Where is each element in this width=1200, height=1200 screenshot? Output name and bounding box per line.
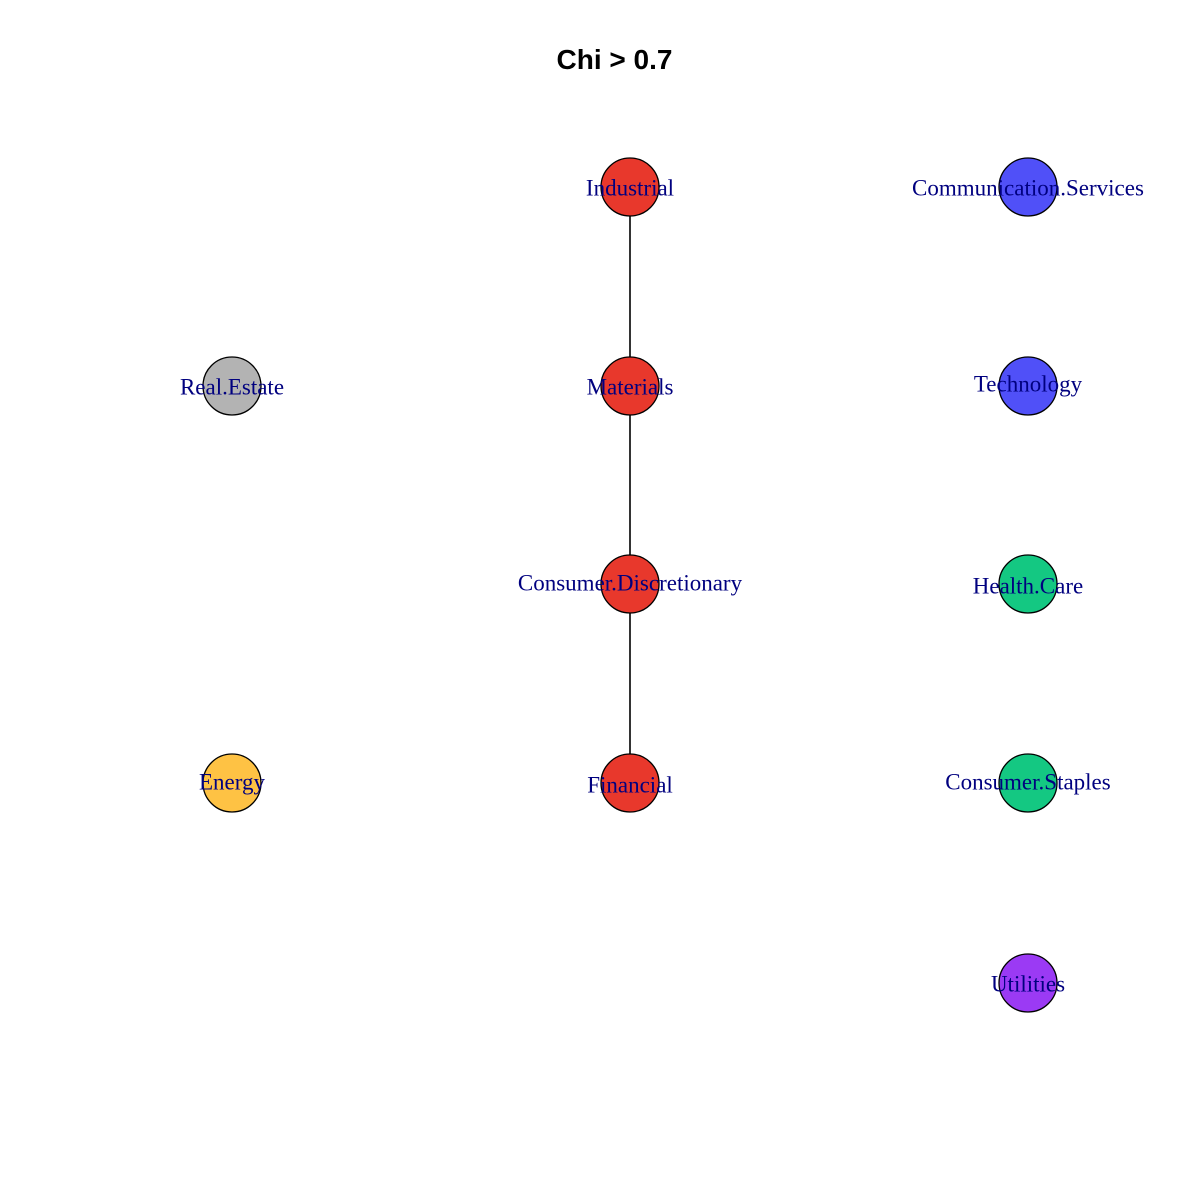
node-label-industrial: Industrial xyxy=(586,176,674,201)
node-circle-materials xyxy=(600,356,660,416)
node-consumer-discretionary: Consumer.Discretionary xyxy=(518,554,743,614)
node-circle-real-estate xyxy=(202,356,262,416)
node-label-consumer-staples: Consumer.Staples xyxy=(945,770,1111,795)
node-materials: Materials xyxy=(587,356,674,416)
node-label-financial: Financial xyxy=(587,773,673,798)
node-circle-utilities xyxy=(998,953,1058,1013)
node-energy: Energy xyxy=(199,753,266,813)
node-communication-services: Communication.Services xyxy=(912,157,1144,217)
node-label-communication-services: Communication.Services xyxy=(912,176,1144,201)
node-label-utilities: Utilities xyxy=(991,972,1065,997)
plot-title: Chi > 0.7 xyxy=(556,44,673,75)
node-label-health-care: Health.Care xyxy=(973,574,1083,599)
node-circle-industrial xyxy=(600,157,660,217)
node-financial: Financial xyxy=(587,753,673,813)
node-layer: Industrial Communication.Services Real.Est… xyxy=(180,157,1144,1013)
node-label-consumer-discretionary: Consumer.Discretionary xyxy=(518,571,743,596)
node-circle-financial xyxy=(600,753,660,813)
node-circle-technology xyxy=(998,356,1058,416)
node-real-estate: Real.Estate xyxy=(180,356,284,416)
node-label-energy: Energy xyxy=(199,770,266,795)
node-consumer-staples: Consumer.Staples xyxy=(945,753,1111,813)
node-technology: Technology xyxy=(974,356,1083,416)
node-circle-consumer-discretionary xyxy=(600,554,660,614)
node-health-care: Health.Care xyxy=(973,554,1083,614)
node-label-materials: Materials xyxy=(587,375,674,400)
node-circle-communication-services xyxy=(998,157,1058,217)
node-utilities: Utilities xyxy=(991,953,1065,1013)
node-label-technology: Technology xyxy=(974,372,1083,397)
node-circle-health-care xyxy=(998,554,1058,614)
node-industrial: Industrial xyxy=(586,157,674,217)
node-circle-energy xyxy=(202,753,262,813)
node-circle-consumer-staples xyxy=(998,753,1058,813)
node-label-real-estate: Real.Estate xyxy=(180,375,284,400)
